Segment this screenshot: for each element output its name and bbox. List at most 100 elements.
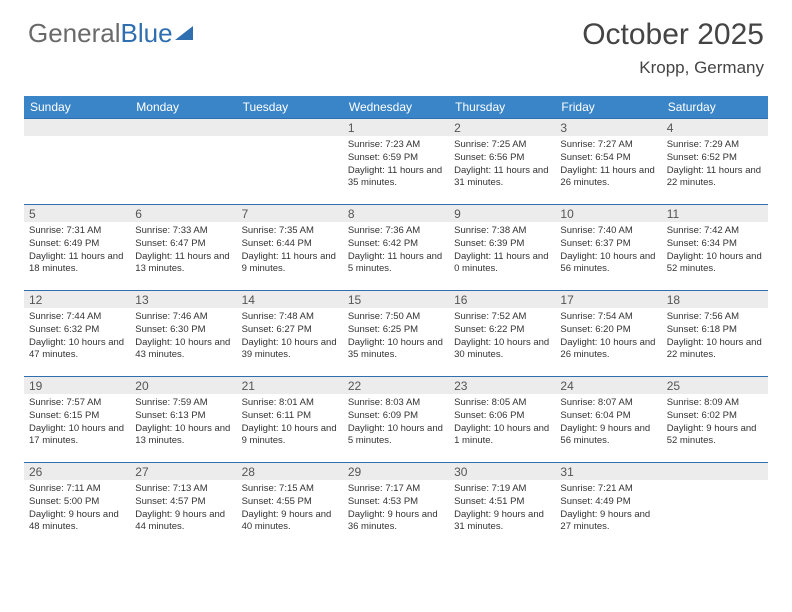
calendar-cell: 13Sunrise: 7:46 AMSunset: 6:30 PMDayligh… bbox=[130, 291, 236, 377]
day-details: Sunrise: 8:03 AMSunset: 6:09 PMDaylight:… bbox=[343, 394, 449, 450]
calendar-row: 26Sunrise: 7:11 AMSunset: 5:00 PMDayligh… bbox=[24, 463, 768, 549]
calendar-cell: 10Sunrise: 7:40 AMSunset: 6:37 PMDayligh… bbox=[555, 205, 661, 291]
calendar-cell: 14Sunrise: 7:48 AMSunset: 6:27 PMDayligh… bbox=[237, 291, 343, 377]
calendar-cell bbox=[237, 119, 343, 205]
day-details: Sunrise: 8:01 AMSunset: 6:11 PMDaylight:… bbox=[237, 394, 343, 450]
calendar-cell: 18Sunrise: 7:56 AMSunset: 6:18 PMDayligh… bbox=[662, 291, 768, 377]
header: GeneralBlue October 2025 Kropp, Germany bbox=[0, 0, 792, 88]
calendar-cell: 8Sunrise: 7:36 AMSunset: 6:42 PMDaylight… bbox=[343, 205, 449, 291]
day-details: Sunrise: 7:48 AMSunset: 6:27 PMDaylight:… bbox=[237, 308, 343, 364]
day-details: Sunrise: 8:05 AMSunset: 6:06 PMDaylight:… bbox=[449, 394, 555, 450]
calendar-cell: 12Sunrise: 7:44 AMSunset: 6:32 PMDayligh… bbox=[24, 291, 130, 377]
calendar-cell bbox=[662, 463, 768, 549]
day-number bbox=[662, 463, 768, 480]
calendar-cell bbox=[130, 119, 236, 205]
calendar-row: 12Sunrise: 7:44 AMSunset: 6:32 PMDayligh… bbox=[24, 291, 768, 377]
day-number: 26 bbox=[24, 463, 130, 480]
day-number: 10 bbox=[555, 205, 661, 222]
day-details: Sunrise: 7:33 AMSunset: 6:47 PMDaylight:… bbox=[130, 222, 236, 278]
logo-triangle-icon bbox=[175, 26, 193, 40]
day-details: Sunrise: 7:40 AMSunset: 6:37 PMDaylight:… bbox=[555, 222, 661, 278]
day-details: Sunrise: 7:17 AMSunset: 4:53 PMDaylight:… bbox=[343, 480, 449, 536]
day-number: 25 bbox=[662, 377, 768, 394]
day-number: 22 bbox=[343, 377, 449, 394]
calendar-cell: 4Sunrise: 7:29 AMSunset: 6:52 PMDaylight… bbox=[662, 119, 768, 205]
day-details: Sunrise: 7:11 AMSunset: 5:00 PMDaylight:… bbox=[24, 480, 130, 536]
day-number: 15 bbox=[343, 291, 449, 308]
weekday-header: Sunday bbox=[24, 96, 130, 119]
day-number: 17 bbox=[555, 291, 661, 308]
calendar-row: 5Sunrise: 7:31 AMSunset: 6:49 PMDaylight… bbox=[24, 205, 768, 291]
calendar-cell: 15Sunrise: 7:50 AMSunset: 6:25 PMDayligh… bbox=[343, 291, 449, 377]
day-details: Sunrise: 7:44 AMSunset: 6:32 PMDaylight:… bbox=[24, 308, 130, 364]
calendar-cell: 19Sunrise: 7:57 AMSunset: 6:15 PMDayligh… bbox=[24, 377, 130, 463]
day-details: Sunrise: 7:29 AMSunset: 6:52 PMDaylight:… bbox=[662, 136, 768, 192]
calendar-cell: 31Sunrise: 7:21 AMSunset: 4:49 PMDayligh… bbox=[555, 463, 661, 549]
day-number: 2 bbox=[449, 119, 555, 136]
calendar-table: Sunday Monday Tuesday Wednesday Thursday… bbox=[24, 96, 768, 549]
calendar-cell: 26Sunrise: 7:11 AMSunset: 5:00 PMDayligh… bbox=[24, 463, 130, 549]
day-number: 14 bbox=[237, 291, 343, 308]
day-number: 12 bbox=[24, 291, 130, 308]
day-details: Sunrise: 7:13 AMSunset: 4:57 PMDaylight:… bbox=[130, 480, 236, 536]
calendar-cell bbox=[24, 119, 130, 205]
day-details: Sunrise: 7:42 AMSunset: 6:34 PMDaylight:… bbox=[662, 222, 768, 278]
calendar-cell: 6Sunrise: 7:33 AMSunset: 6:47 PMDaylight… bbox=[130, 205, 236, 291]
day-number: 31 bbox=[555, 463, 661, 480]
day-details: Sunrise: 7:36 AMSunset: 6:42 PMDaylight:… bbox=[343, 222, 449, 278]
day-details: Sunrise: 7:59 AMSunset: 6:13 PMDaylight:… bbox=[130, 394, 236, 450]
calendar-cell: 22Sunrise: 8:03 AMSunset: 6:09 PMDayligh… bbox=[343, 377, 449, 463]
calendar-cell: 20Sunrise: 7:59 AMSunset: 6:13 PMDayligh… bbox=[130, 377, 236, 463]
calendar-row: 1Sunrise: 7:23 AMSunset: 6:59 PMDaylight… bbox=[24, 119, 768, 205]
location-label: Kropp, Germany bbox=[582, 58, 764, 78]
title-block: October 2025 Kropp, Germany bbox=[582, 18, 764, 78]
day-number: 6 bbox=[130, 205, 236, 222]
day-number: 7 bbox=[237, 205, 343, 222]
calendar-cell: 29Sunrise: 7:17 AMSunset: 4:53 PMDayligh… bbox=[343, 463, 449, 549]
calendar-cell: 30Sunrise: 7:19 AMSunset: 4:51 PMDayligh… bbox=[449, 463, 555, 549]
calendar-cell: 9Sunrise: 7:38 AMSunset: 6:39 PMDaylight… bbox=[449, 205, 555, 291]
day-number: 13 bbox=[130, 291, 236, 308]
calendar-cell: 28Sunrise: 7:15 AMSunset: 4:55 PMDayligh… bbox=[237, 463, 343, 549]
calendar-cell: 27Sunrise: 7:13 AMSunset: 4:57 PMDayligh… bbox=[130, 463, 236, 549]
day-number bbox=[24, 119, 130, 136]
day-details: Sunrise: 7:27 AMSunset: 6:54 PMDaylight:… bbox=[555, 136, 661, 192]
day-number bbox=[130, 119, 236, 136]
day-number: 1 bbox=[343, 119, 449, 136]
day-details: Sunrise: 7:25 AMSunset: 6:56 PMDaylight:… bbox=[449, 136, 555, 192]
day-number: 20 bbox=[130, 377, 236, 394]
weekday-header: Wednesday bbox=[343, 96, 449, 119]
month-title: October 2025 bbox=[582, 18, 764, 52]
day-number: 9 bbox=[449, 205, 555, 222]
day-number: 18 bbox=[662, 291, 768, 308]
calendar-row: 19Sunrise: 7:57 AMSunset: 6:15 PMDayligh… bbox=[24, 377, 768, 463]
day-number: 23 bbox=[449, 377, 555, 394]
day-details: Sunrise: 8:07 AMSunset: 6:04 PMDaylight:… bbox=[555, 394, 661, 450]
calendar-cell: 23Sunrise: 8:05 AMSunset: 6:06 PMDayligh… bbox=[449, 377, 555, 463]
day-number: 4 bbox=[662, 119, 768, 136]
day-number: 11 bbox=[662, 205, 768, 222]
day-number: 28 bbox=[237, 463, 343, 480]
day-number: 30 bbox=[449, 463, 555, 480]
logo-text-2: Blue bbox=[121, 18, 173, 49]
day-details: Sunrise: 7:52 AMSunset: 6:22 PMDaylight:… bbox=[449, 308, 555, 364]
calendar-cell: 11Sunrise: 7:42 AMSunset: 6:34 PMDayligh… bbox=[662, 205, 768, 291]
day-details: Sunrise: 7:31 AMSunset: 6:49 PMDaylight:… bbox=[24, 222, 130, 278]
day-number: 5 bbox=[24, 205, 130, 222]
calendar-cell: 24Sunrise: 8:07 AMSunset: 6:04 PMDayligh… bbox=[555, 377, 661, 463]
weekday-header-row: Sunday Monday Tuesday Wednesday Thursday… bbox=[24, 96, 768, 119]
day-details: Sunrise: 7:54 AMSunset: 6:20 PMDaylight:… bbox=[555, 308, 661, 364]
day-number: 27 bbox=[130, 463, 236, 480]
day-number: 3 bbox=[555, 119, 661, 136]
day-details: Sunrise: 7:46 AMSunset: 6:30 PMDaylight:… bbox=[130, 308, 236, 364]
weekday-header: Monday bbox=[130, 96, 236, 119]
day-details: Sunrise: 7:19 AMSunset: 4:51 PMDaylight:… bbox=[449, 480, 555, 536]
calendar-cell: 17Sunrise: 7:54 AMSunset: 6:20 PMDayligh… bbox=[555, 291, 661, 377]
day-number: 29 bbox=[343, 463, 449, 480]
day-details: Sunrise: 7:50 AMSunset: 6:25 PMDaylight:… bbox=[343, 308, 449, 364]
day-number: 16 bbox=[449, 291, 555, 308]
day-number: 21 bbox=[237, 377, 343, 394]
day-details: Sunrise: 8:09 AMSunset: 6:02 PMDaylight:… bbox=[662, 394, 768, 450]
day-number: 24 bbox=[555, 377, 661, 394]
day-details: Sunrise: 7:23 AMSunset: 6:59 PMDaylight:… bbox=[343, 136, 449, 192]
